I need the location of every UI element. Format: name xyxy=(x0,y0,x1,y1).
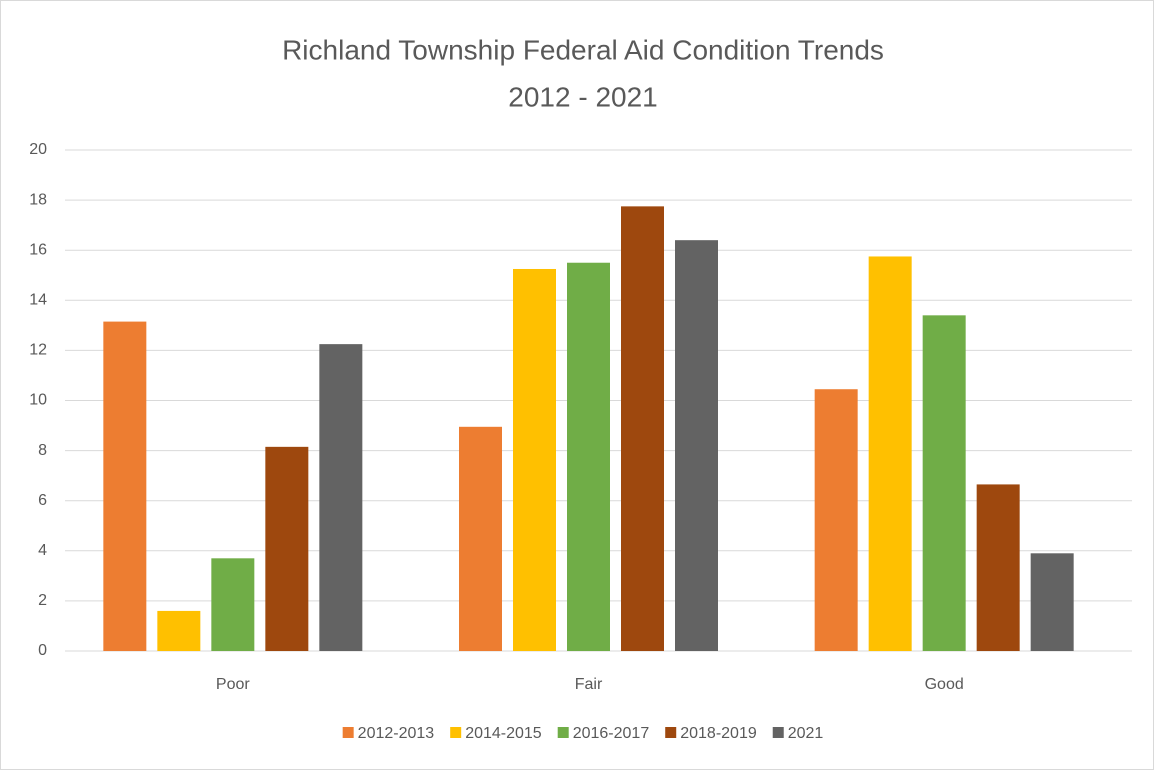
x-tick-label: Good xyxy=(925,676,964,693)
y-tick-label: 12 xyxy=(29,342,47,359)
legend-label: 2014-2015 xyxy=(465,725,542,742)
bar xyxy=(922,315,966,651)
bar xyxy=(513,268,556,651)
y-tick-label: 8 xyxy=(38,442,47,459)
bar xyxy=(319,344,363,651)
bar xyxy=(675,240,718,651)
bar xyxy=(814,389,858,651)
bar xyxy=(868,256,912,651)
chart-subtitle: 2012 - 2021 xyxy=(508,81,657,112)
y-tick-label: 14 xyxy=(29,292,47,309)
chart-title: Richland Township Federal Aid Condition … xyxy=(282,34,884,65)
bar xyxy=(567,262,610,651)
x-tick-label: Poor xyxy=(216,676,250,693)
bar xyxy=(157,610,201,651)
y-tick-label: 20 xyxy=(29,141,47,158)
legend-swatch xyxy=(772,727,784,738)
bar xyxy=(1030,553,1074,651)
legend-swatch xyxy=(557,727,569,738)
y-tick-label: 16 xyxy=(29,241,47,258)
bar xyxy=(621,206,664,652)
y-tick-label: 10 xyxy=(29,392,47,409)
y-tick-label: 0 xyxy=(38,642,47,659)
bar xyxy=(103,321,147,651)
bar xyxy=(459,426,502,651)
bar xyxy=(211,558,255,651)
legend-swatch xyxy=(342,727,354,738)
y-tick-label: 18 xyxy=(29,191,47,208)
legend-label: 2016-2017 xyxy=(573,725,650,742)
legend-swatch xyxy=(665,727,677,738)
legend-swatch xyxy=(450,727,462,738)
legend-label: 2012-2013 xyxy=(358,725,435,742)
bar xyxy=(265,446,309,651)
y-tick-label: 4 xyxy=(38,542,47,559)
x-tick-label: Fair xyxy=(575,676,603,693)
y-tick-label: 6 xyxy=(38,492,47,509)
bar xyxy=(976,484,1020,651)
legend-label: 2021 xyxy=(788,725,824,742)
legend-label: 2018-2019 xyxy=(680,725,757,742)
y-tick-label: 2 xyxy=(38,592,47,609)
